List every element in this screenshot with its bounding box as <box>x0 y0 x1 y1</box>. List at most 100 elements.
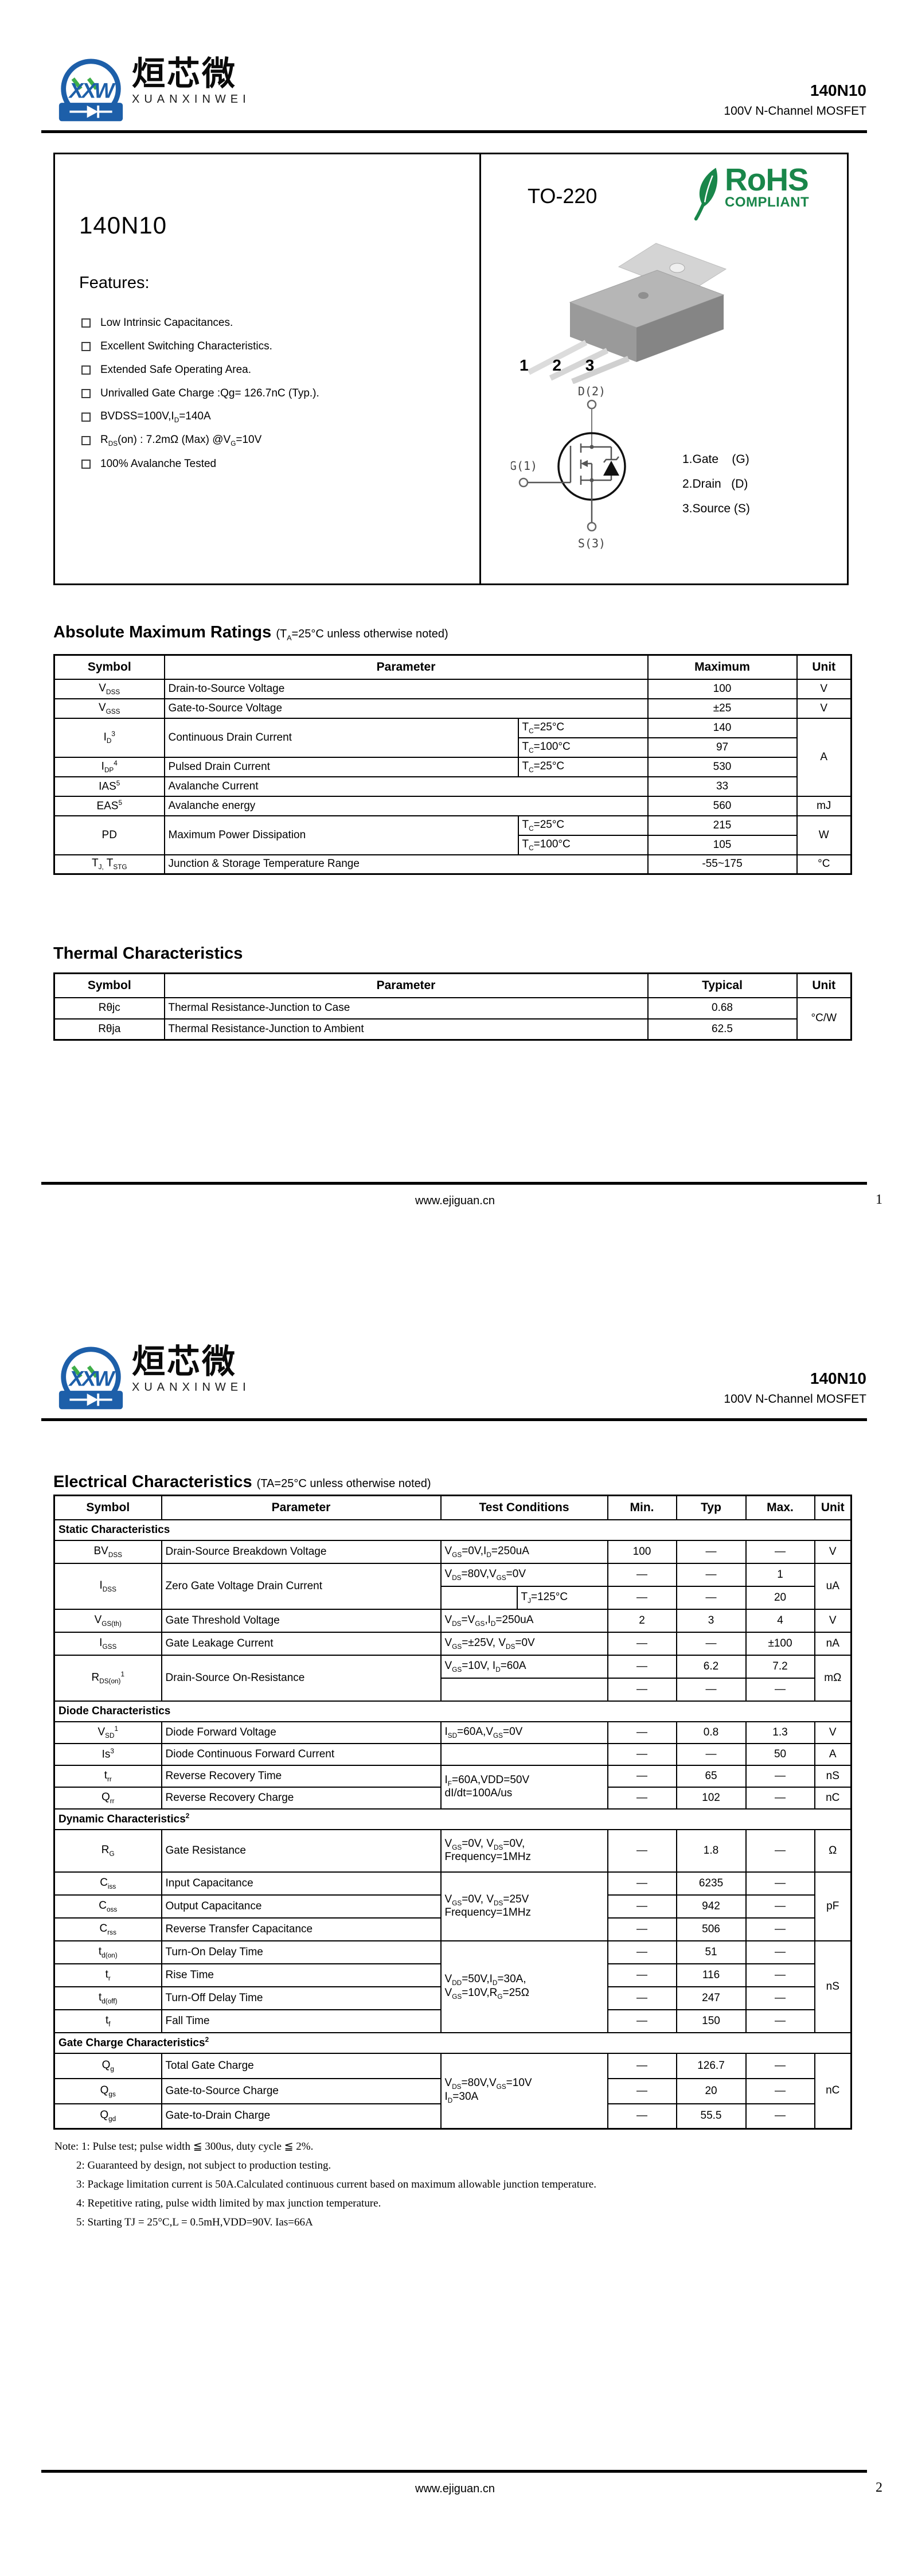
value-cell: 530 <box>647 756 798 777</box>
value-cell: 942 <box>675 1894 747 1919</box>
brand-name-en: XUANXINWEI <box>132 93 251 106</box>
value-cell: — <box>607 1871 677 1896</box>
table-header-cell: Unit <box>814 1495 852 1520</box>
feature-item: Extended Safe Operating Area. <box>81 364 319 376</box>
table-row: Qrr Reverse Recovery Charge — 102 — nC <box>53 1786 852 1810</box>
page-1: XXW 烜芯微 XUANXINWEI 140N10 100V N-Channel… <box>41 55 882 1207</box>
table-row: EAS5 Avalanche energy 560 mJ <box>53 795 852 816</box>
value-cell: — <box>745 1940 815 1964</box>
symbol-cell: Is3 <box>53 1742 162 1766</box>
value-cell: ±25 <box>647 698 798 719</box>
table-row: Coss Output Capacitance — 942 — <box>53 1894 852 1919</box>
value-cell: 3 <box>675 1608 747 1633</box>
feature-text: RDS(on) : 7.2mΩ (Max) @VG=10V <box>100 434 262 448</box>
section-row: Static Characteristics <box>53 1519 852 1541</box>
feature-item: Low Intrinsic Capacitances. <box>81 317 319 329</box>
unit-cell: A <box>814 1742 852 1766</box>
symbol-cell: RG <box>53 1828 162 1873</box>
cond-cell: TC=100°C <box>517 834 649 855</box>
param-cell: Turn-On Delay Time <box>161 1940 442 1964</box>
value-cell: — <box>607 1631 677 1656</box>
value-cell: — <box>745 2077 815 2104</box>
logo-monogram: XXW <box>68 1366 116 1390</box>
unit-cell: nS <box>814 1940 852 2033</box>
table-header-row: Symbol Parameter Typical Unit <box>53 972 852 998</box>
value-cell: — <box>607 1940 677 1964</box>
value-cell: 55.5 <box>675 2103 747 2130</box>
symbol-cell: VSD1 <box>53 1721 162 1744</box>
value-cell: 20 <box>675 2077 747 2104</box>
value-cell: — <box>675 1585 747 1610</box>
symbol-cell: BVDSS <box>53 1539 162 1564</box>
table-row: TJ=125°C — — 20 <box>54 1585 852 1610</box>
value-cell: 7.2 <box>745 1654 815 1679</box>
unit-cell: Ω <box>814 1828 852 1873</box>
value-cell: 140 <box>647 717 798 738</box>
param-cell: Rise Time <box>161 1963 442 1987</box>
table-row: IDP4 Pulsed Drain Current TC=25°C 530 <box>53 756 852 777</box>
unit-cell: V <box>814 1721 852 1744</box>
electrical-characteristics-table: Symbol Parameter Test Conditions Min. Ty… <box>53 1495 853 2130</box>
value-cell: — <box>607 1562 677 1587</box>
value-cell: — <box>745 1764 815 1788</box>
table-row: IAS5 Avalanche Current 33 <box>53 776 852 797</box>
table-row: td(off) Turn-Off Delay Time — 247 — <box>53 1986 852 2010</box>
brand-name-cn: 烜芯微 <box>132 55 237 92</box>
brand-text: 烜芯微 XUANXINWEI <box>132 55 251 106</box>
overview-divider <box>479 154 481 583</box>
note-line: 5: Starting TJ = 25°C,L = 0.5mH,VDD=90V.… <box>76 2216 313 2228</box>
symbol-cell: VDSS <box>53 678 165 699</box>
unit-cell: uA <box>814 1562 852 1610</box>
symbol-cell: Qg <box>53 2052 162 2079</box>
symbol-cell: IGSS <box>53 1631 162 1656</box>
value-cell: — <box>745 2052 815 2079</box>
param-cell: Turn-Off Delay Time <box>161 1986 442 2010</box>
elec-title-text: Electrical Characteristics <box>53 1473 252 1491</box>
page-2: XXW 烜芯微 XUANXINWEI 140N10 100V N-Channel… <box>0 1288 910 2576</box>
param-cell: Reverse Recovery Time <box>161 1764 442 1788</box>
cond-cell: TC=100°C <box>517 737 649 758</box>
section-row: Diode Characteristics <box>53 1700 852 1722</box>
rohs-label: RoHS <box>725 162 809 197</box>
symbol-cell: trr <box>53 1764 162 1788</box>
note-line: Note: 1: Pulse test; pulse width ≦ 300us… <box>54 2141 314 2153</box>
footer-page-number: 2 <box>876 2480 882 2495</box>
param-cell: Reverse Transfer Capacitance <box>161 1917 442 1941</box>
value-cell: ±100 <box>745 1631 815 1656</box>
table-header-cell: Symbol <box>53 654 165 680</box>
part-subtitle: 100V N-Channel MOSFET <box>724 104 866 118</box>
rohs-compliant-label: COMPLIANT <box>725 194 810 210</box>
brand-name-cn: 烜芯微 <box>132 1343 237 1380</box>
param-cell: Gate-to-Source Charge <box>161 2077 442 2104</box>
thermal-characteristics-table: Symbol Parameter Typical Unit Rθjc Therm… <box>53 972 852 1041</box>
pin-legend: 1.Gate (G) 2.Drain (D) 3.Source (S) <box>682 447 750 521</box>
unit-cell: nC <box>814 2052 852 2130</box>
value-cell: — <box>607 2009 677 2033</box>
footer-rule <box>41 1182 867 1185</box>
checkbox-icon <box>81 365 91 375</box>
table-header-row: Symbol Parameter Maximum Unit <box>53 654 852 680</box>
param-cell: Junction & Storage Temperature Range <box>163 854 649 875</box>
overview-box: 140N10 Features: Low Intrinsic Capacitan… <box>53 153 849 585</box>
header-rule <box>41 1418 867 1421</box>
value-cell: 150 <box>675 2009 747 2033</box>
value-cell: — <box>675 1539 747 1564</box>
footer-rule <box>41 2470 867 2473</box>
value-cell: 100 <box>607 1539 677 1564</box>
param-cell: Avalanche energy <box>163 795 649 816</box>
value-cell: — <box>675 1631 747 1656</box>
unit-cell: nC <box>814 1786 852 1810</box>
unit-cell: °C <box>796 854 852 875</box>
param-cell: Drain-Source On-Resistance <box>161 1654 442 1702</box>
logo-monogram: XXW <box>68 78 116 102</box>
param-cell: Drain-Source Breakdown Voltage <box>161 1539 442 1564</box>
feature-item: 100% Avalanche Tested <box>81 458 319 470</box>
value-cell: — <box>745 1917 815 1941</box>
table-row: Ciss Input Capacitance VGS=0V, VDS=25V Fr… <box>53 1871 852 1941</box>
cond-cell: VDS=80V,VGS=10V ID=30A <box>440 2052 608 2130</box>
value-cell: -55~175 <box>647 854 798 875</box>
param-cell: Input Capacitance <box>161 1871 442 1896</box>
table-row: TC=100°C 105 <box>54 834 852 855</box>
value-cell: — <box>607 1764 677 1788</box>
value-cell: 506 <box>675 1917 747 1941</box>
